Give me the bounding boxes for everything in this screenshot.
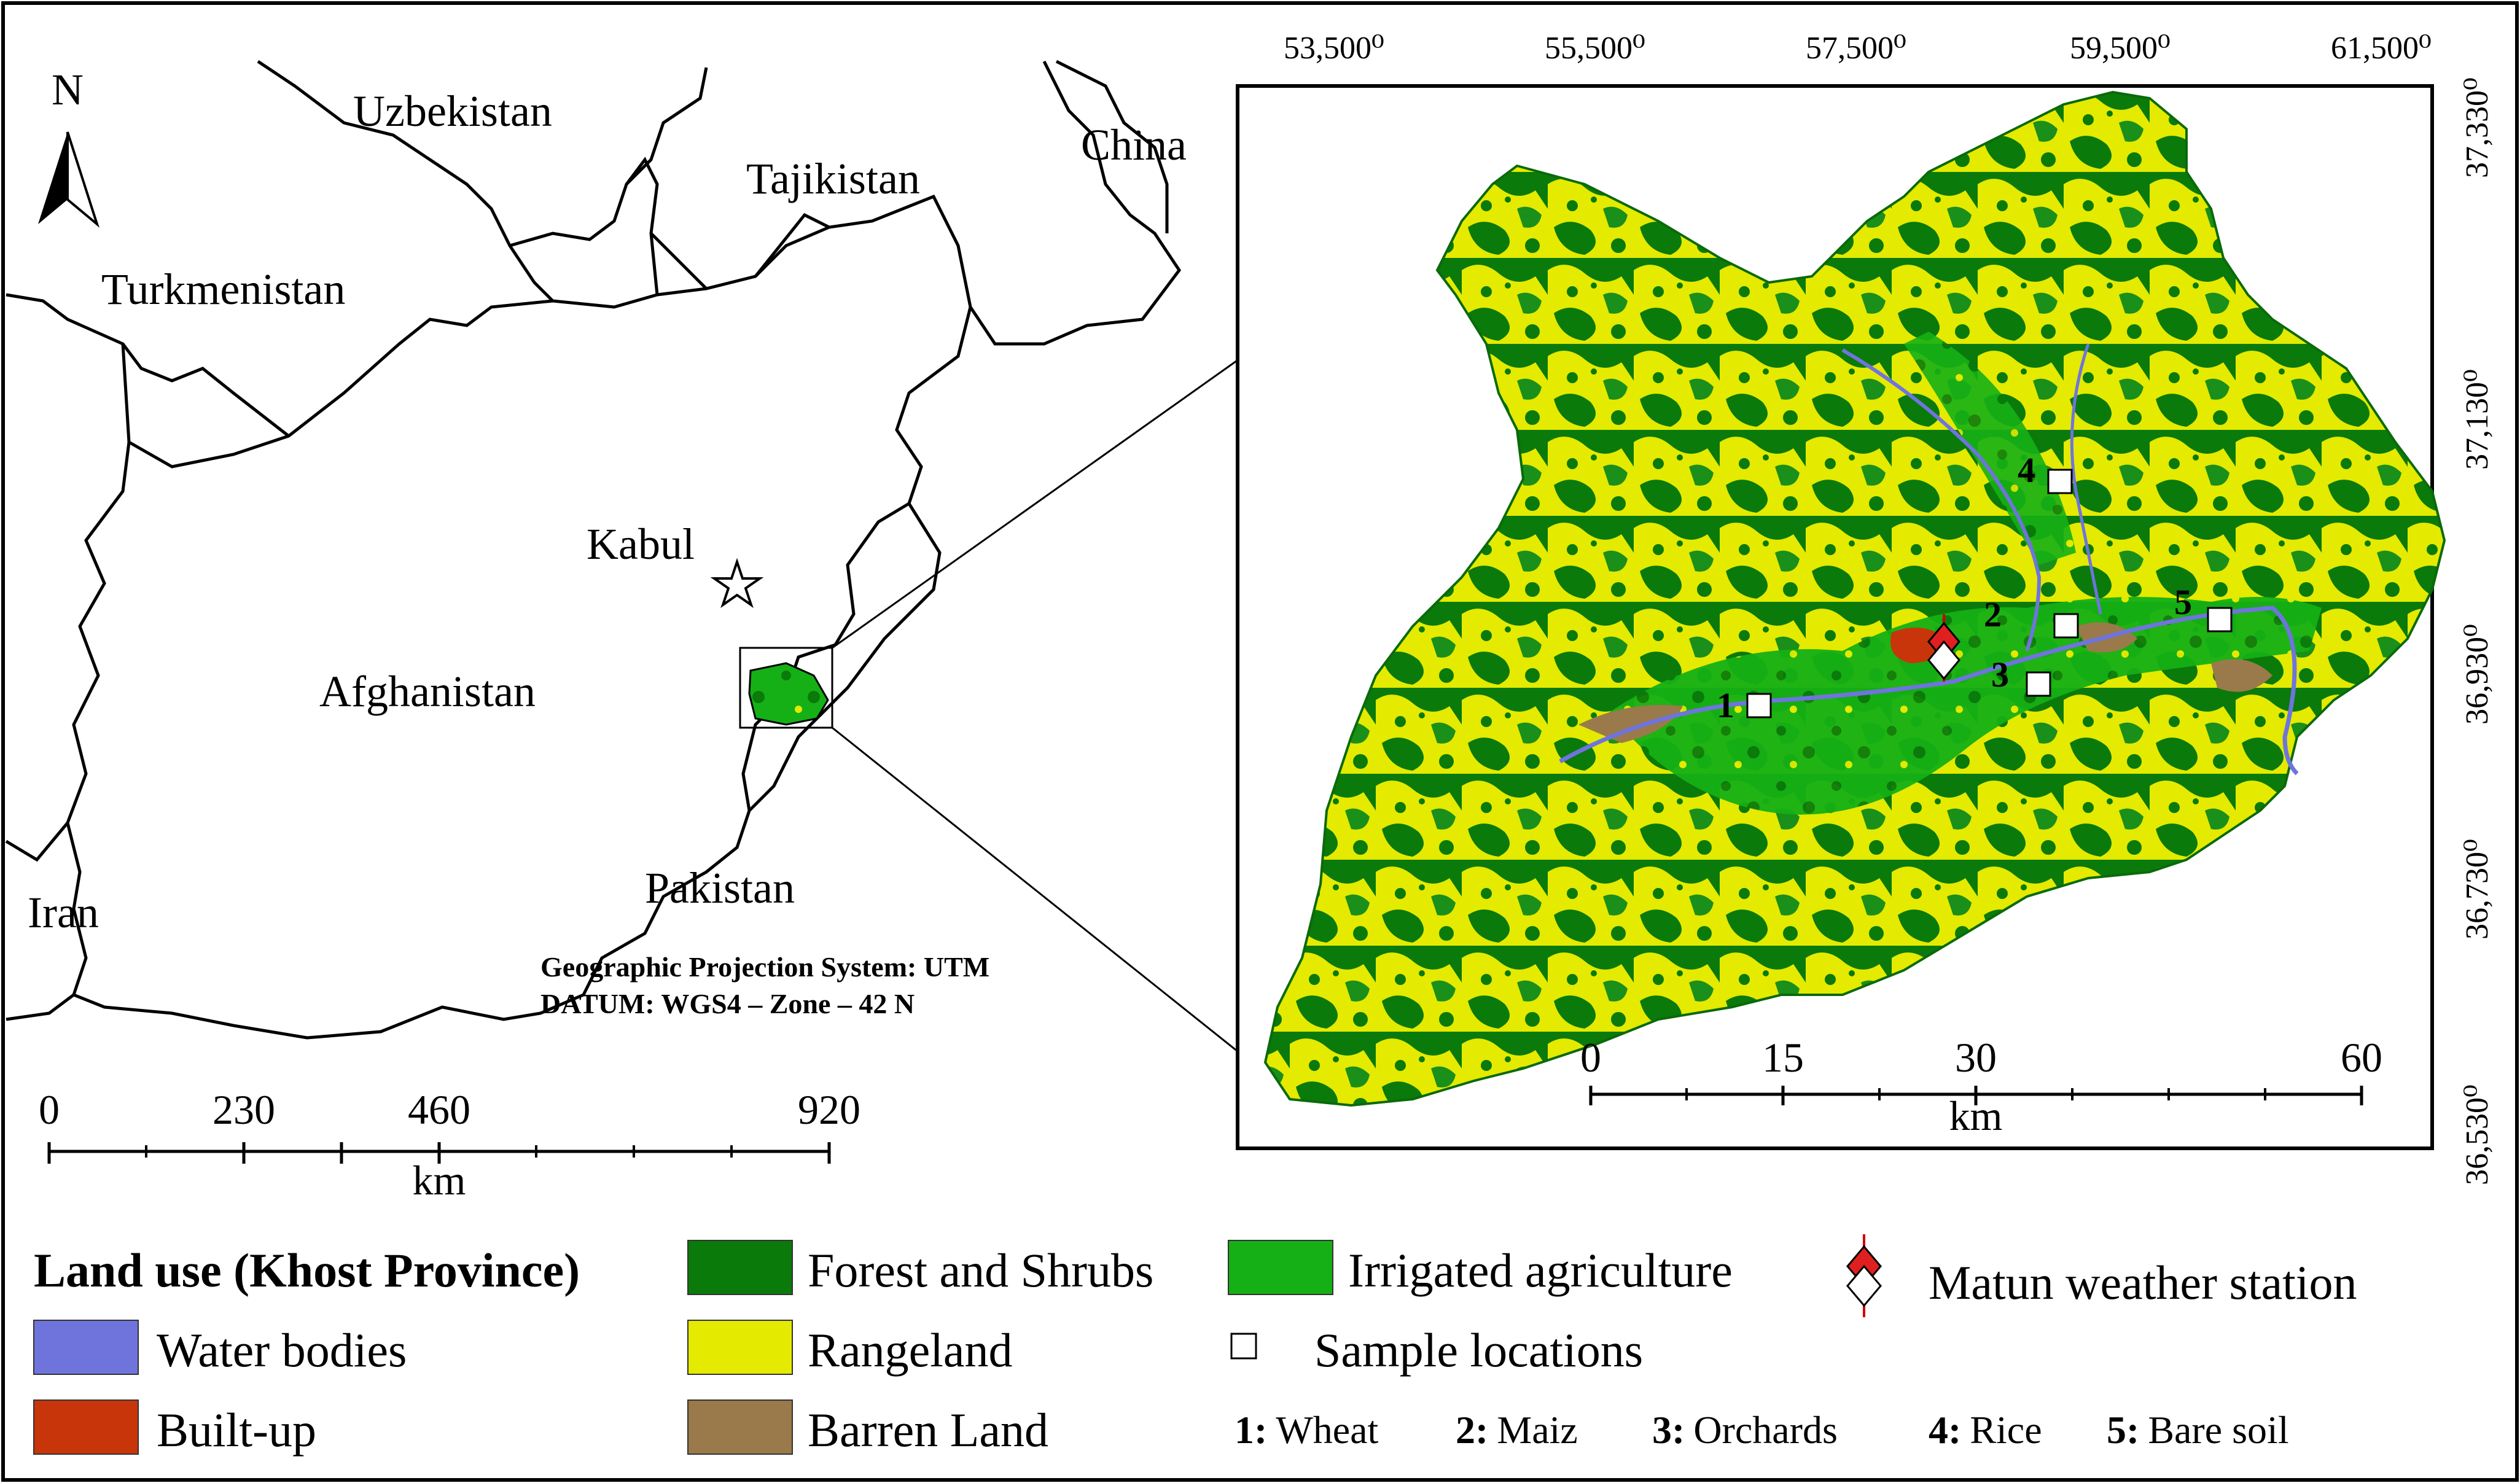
legend: Land use (Khost Province) Forest and Shr… [33, 1234, 2357, 1457]
inset-scale-bar [1589, 1086, 2363, 1105]
label-afghanistan: Afghanistan [319, 667, 536, 716]
irrigated-north-valley [1904, 332, 2076, 565]
legend-code-5: 5: Bare soil [2107, 1408, 2289, 1452]
afghanistan-outline [66, 194, 972, 1040]
barren-patch-1 [1578, 705, 1683, 743]
legend-label-irrigated: Irrigated agriculture [1348, 1244, 1733, 1297]
inset-scale-tick-30: 30 [1955, 1034, 1997, 1081]
projection-line-2: DATUM: WGS4 – Zone – 42 N [540, 988, 915, 1019]
sample-number-4: 4 [2018, 450, 2035, 490]
projection-line-1: Geographic Projection System: UTM [540, 951, 989, 983]
label-china: China [1081, 120, 1187, 169]
river-north [1841, 348, 2042, 652]
inset-coord-right-1: 37,330⁰ [2460, 77, 2495, 178]
border-iran [5, 822, 75, 1021]
inset-scale-tick-60: 60 [2341, 1034, 2382, 1081]
inset-scale-tick-15: 15 [1762, 1034, 1804, 1081]
connector-line-bottom [832, 726, 1260, 1070]
label-turkmenistan: Turkmenistan [101, 265, 345, 314]
left-scale-tick-920: 920 [798, 1086, 860, 1133]
label-kabul: Kabul [587, 520, 695, 569]
label-pakistan: Pakistan [645, 863, 795, 913]
inset-coord-top-1: 53,500⁰ [1284, 31, 1384, 66]
north-label: N [52, 65, 84, 114]
border-tajikistan [625, 60, 1182, 346]
sample-number-5: 5 [2174, 582, 2192, 622]
legend-label-rangeland: Rangeland [808, 1323, 1013, 1377]
inset-coord-top-5: 61,500⁰ [2331, 31, 2432, 66]
sample-marker-4 [2047, 469, 2073, 494]
matun-station-icon [1927, 614, 1960, 682]
legend-label-barren: Barren Land [808, 1403, 1048, 1457]
legend-swatch-irrigated [1228, 1240, 1333, 1295]
inset-coord-right-4: 36,730⁰ [2460, 839, 2495, 940]
left-scale-tick-460: 460 [408, 1086, 470, 1133]
sample-number-3: 3 [1991, 655, 2009, 695]
khost-province-landuse [1263, 90, 2446, 1107]
legend-swatch-water [33, 1320, 139, 1375]
legend-code-3: 3: Orchards [1652, 1408, 1838, 1452]
left-scale-tick-0: 0 [39, 1086, 60, 1133]
border-china [1055, 60, 1169, 233]
sample-marker-2 [2053, 613, 2079, 639]
sample-number-2: 2 [1984, 594, 2002, 634]
legend-code-1: 1: Wheat [1235, 1408, 1379, 1452]
sample-number-1: 1 [1717, 685, 1734, 725]
legend-code-2: 2: Maiz [1456, 1408, 1578, 1452]
inset-scale-unit: km [1949, 1092, 2003, 1139]
khost-province-small [748, 662, 829, 726]
legend-label-forest: Forest and Shrubs [808, 1244, 1153, 1297]
legend-swatch-barren [687, 1399, 793, 1455]
inset-coord-right-3: 36,930⁰ [2460, 624, 2495, 725]
north-arrow-icon [38, 131, 99, 228]
label-uzbekistan: Uzbekistan [353, 87, 552, 136]
legend-swatch-rangeland [687, 1320, 793, 1375]
legend-label-builtup: Built-up [157, 1403, 316, 1457]
inset-coord-top-4: 59,500⁰ [2070, 31, 2171, 66]
kabul-star-icon [710, 558, 764, 609]
legend-code-4: 4: Rice [1929, 1408, 2042, 1452]
left-scale-unit: km [413, 1157, 466, 1204]
irrigated-valley [1609, 597, 2322, 815]
inset-coord-top-2: 55,500⁰ [1545, 31, 1645, 66]
inset-scale-tick-0: 0 [1580, 1034, 1601, 1081]
border-turkmenistan [6, 293, 290, 443]
legend-label-water: Water bodies [157, 1323, 407, 1377]
barren-patch-3 [2211, 659, 2272, 692]
legend-title: Land use (Khost Province) [34, 1244, 580, 1297]
sample-marker-5 [2207, 607, 2233, 633]
left-scale-bar [47, 1142, 831, 1164]
river-branch [2070, 343, 2102, 615]
legend-label-station: Matun weather station [1929, 1256, 2357, 1309]
river-main [1559, 605, 2299, 776]
inset-coord-right-2: 37,130⁰ [2460, 369, 2495, 470]
legend-sample-icon [1230, 1333, 1257, 1360]
khost-locator-box [739, 647, 833, 729]
border-pakistan [748, 502, 942, 812]
sample-marker-1 [1746, 693, 1772, 718]
afghanistan-overview-map: N Uzbekistan Tajikistan China Turkmenist… [5, 60, 1187, 1204]
inset-coord-top-3: 57,500⁰ [1806, 31, 1906, 66]
khost-inset-map: 53,500⁰ 55,500⁰ 57,500⁰ 59,500⁰ 61,500⁰ … [1236, 31, 2495, 1185]
sample-marker-3 [2026, 671, 2051, 697]
legend-swatch-forest [687, 1240, 793, 1295]
inset-coord-right-5: 36,530⁰ [2460, 1084, 2495, 1185]
legend-label-samples: Sample locations [1314, 1323, 1643, 1377]
legend-swatch-builtup [33, 1399, 139, 1455]
label-iran: Iran [28, 888, 99, 937]
left-scale-tick-230: 230 [213, 1086, 275, 1133]
legend-station-icon [1846, 1234, 1882, 1317]
label-tajikistan: Tajikistan [746, 154, 920, 203]
